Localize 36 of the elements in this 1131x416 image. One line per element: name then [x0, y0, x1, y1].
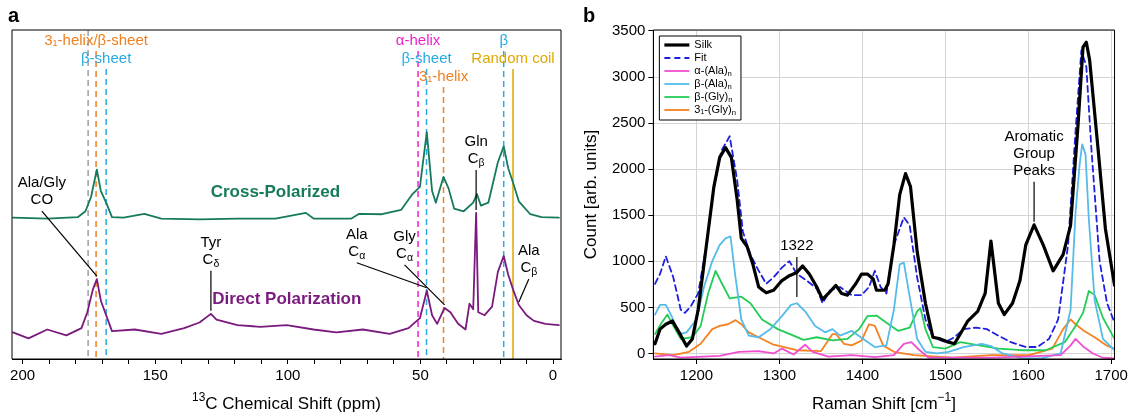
x-tick-label: 1400 [845, 366, 880, 384]
ref-line-label: α-helix [395, 31, 441, 49]
legend-label: Fit [694, 51, 707, 64]
y-tick-label: 3500 [611, 21, 646, 39]
y-axis-title: Count [arb. units] [580, 129, 600, 260]
ref-line-label: β [499, 31, 509, 49]
x-tick-label: 1500 [928, 366, 963, 384]
x-tick-label: 1300 [762, 366, 797, 384]
annotation: Ala/Gly CO [17, 173, 67, 208]
annotation: 1322 [780, 236, 814, 254]
x-tick-label: 50 [412, 366, 429, 384]
y-tick-label: 2500 [611, 113, 646, 131]
y-tick-label: 1500 [611, 205, 646, 223]
series-label: Direct Polarization [212, 288, 362, 308]
x-tick-label: 100 [275, 366, 301, 384]
ref-line-label: 3₁-helix [418, 67, 469, 85]
x-tick-label: 1700 [1094, 366, 1128, 384]
ref-line-label: Random coil [471, 49, 555, 67]
x-tick-label: 150 [142, 366, 168, 384]
x-tick-label: 1200 [679, 366, 714, 384]
x-tick-label: 0 [548, 366, 558, 384]
ref-line-label: β-sheet [401, 49, 453, 67]
chart-title: b [583, 3, 596, 26]
x-tick-label: 1600 [1011, 366, 1045, 384]
x-tick-label: 200 [10, 366, 36, 384]
annotation: Aromatic Group Peaks [1004, 126, 1065, 178]
y-tick-label: 2000 [611, 159, 646, 177]
series-label: Cross-Polarized [210, 182, 341, 202]
chart-title: a [8, 3, 20, 26]
y-tick-label: 500 [620, 297, 646, 315]
ref-line-label: β-sheet [80, 49, 133, 67]
ref-line-label: 3₁-helix/β-sheet [44, 31, 149, 49]
y-tick-label: 1000 [611, 251, 646, 269]
y-tick-label: 0 [637, 343, 646, 361]
y-tick-label: 3000 [611, 67, 646, 85]
legend-label: Silk [694, 38, 713, 51]
